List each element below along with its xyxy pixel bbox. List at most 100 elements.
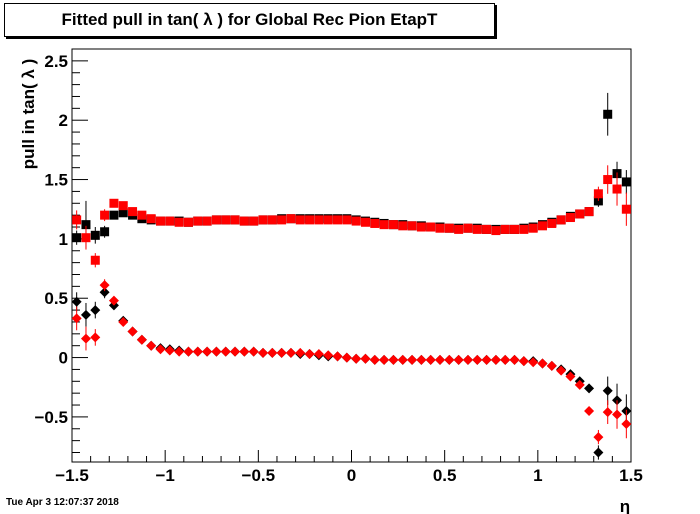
data-point [528, 357, 539, 368]
data-point [90, 332, 101, 343]
series-2 [72, 165, 631, 268]
data-point [556, 215, 566, 225]
data-point [416, 354, 427, 365]
data-point [621, 204, 631, 214]
data-point [211, 215, 221, 225]
series-4 [71, 279, 632, 445]
data-point [369, 354, 380, 365]
data-marks [71, 92, 632, 460]
data-point [164, 345, 175, 356]
chart-title: Fitted pull in tan( λ ) for Global Rec P… [4, 3, 495, 37]
y-tick-label: 2.5 [44, 52, 68, 71]
x-axis-title: η [620, 497, 630, 514]
x-tick-label: −1 [155, 466, 174, 485]
data-point [202, 346, 213, 357]
data-point [360, 217, 370, 227]
data-point [593, 447, 604, 458]
series-1 [72, 92, 631, 249]
data-point [286, 214, 296, 224]
y-tick-label: 2 [59, 111, 68, 130]
data-point [202, 216, 212, 226]
data-point [454, 224, 464, 234]
data-point [509, 354, 520, 365]
data-point [621, 419, 632, 430]
data-point [481, 354, 492, 365]
data-point [90, 255, 100, 265]
data-point [407, 221, 417, 231]
data-point [193, 216, 203, 226]
data-point [584, 207, 594, 217]
data-point [426, 222, 436, 232]
data-point [435, 354, 446, 365]
data-point [491, 226, 501, 236]
data-point [304, 349, 315, 360]
data-point [295, 215, 305, 225]
data-point [462, 354, 473, 365]
x-tick-label: −1.5 [55, 466, 89, 485]
data-point [249, 216, 259, 226]
data-point [472, 224, 482, 234]
data-point [379, 220, 389, 230]
y-tick-label: 1 [59, 230, 68, 249]
data-point [277, 215, 287, 225]
data-point [500, 224, 510, 234]
y-axis-title: pull in tan( λ ) [19, 59, 38, 170]
x-tick-label: −0.5 [242, 466, 276, 485]
data-point [146, 340, 157, 351]
data-point [90, 230, 100, 240]
data-point [379, 354, 390, 365]
data-point [612, 184, 622, 194]
data-point [612, 409, 623, 420]
data-point [165, 216, 175, 226]
data-point [267, 215, 277, 225]
data-point [416, 222, 426, 232]
data-point [603, 175, 613, 185]
data-point [100, 210, 110, 220]
data-point [99, 280, 110, 291]
data-point [118, 208, 128, 218]
data-point [80, 333, 91, 344]
data-point [453, 354, 464, 365]
data-point [332, 351, 343, 362]
data-point [211, 346, 222, 357]
data-point [285, 347, 296, 358]
data-point [537, 221, 547, 231]
data-point [221, 215, 231, 225]
data-point [80, 309, 91, 320]
data-point [108, 295, 119, 306]
data-point [472, 354, 483, 365]
data-point [342, 215, 352, 225]
data-point [621, 177, 631, 187]
data-point [519, 224, 529, 234]
data-point [230, 346, 241, 357]
y-tick-label: 1.5 [44, 171, 68, 190]
data-point [351, 353, 362, 364]
data-point [155, 344, 166, 355]
data-point [398, 221, 408, 231]
data-point [118, 201, 128, 211]
data-point [137, 210, 147, 220]
data-point [99, 287, 110, 298]
data-point [407, 354, 418, 365]
data-point [100, 227, 110, 237]
data-point [71, 296, 82, 307]
data-point [351, 216, 361, 226]
data-point [425, 354, 436, 365]
data-point [593, 189, 603, 199]
x-tick-label: 0 [347, 466, 356, 485]
y-tick-label: 0.5 [44, 289, 68, 308]
data-point [518, 356, 529, 367]
data-point [546, 360, 557, 371]
data-point [575, 209, 585, 219]
axis-ticks [71, 48, 632, 462]
data-point [490, 354, 501, 365]
data-point [323, 215, 333, 225]
data-point [109, 198, 119, 208]
data-point [547, 218, 557, 228]
data-point [565, 371, 576, 382]
data-point [174, 346, 185, 357]
data-point [183, 217, 193, 227]
data-point [72, 233, 82, 243]
data-point [118, 316, 129, 327]
data-point [556, 365, 567, 376]
